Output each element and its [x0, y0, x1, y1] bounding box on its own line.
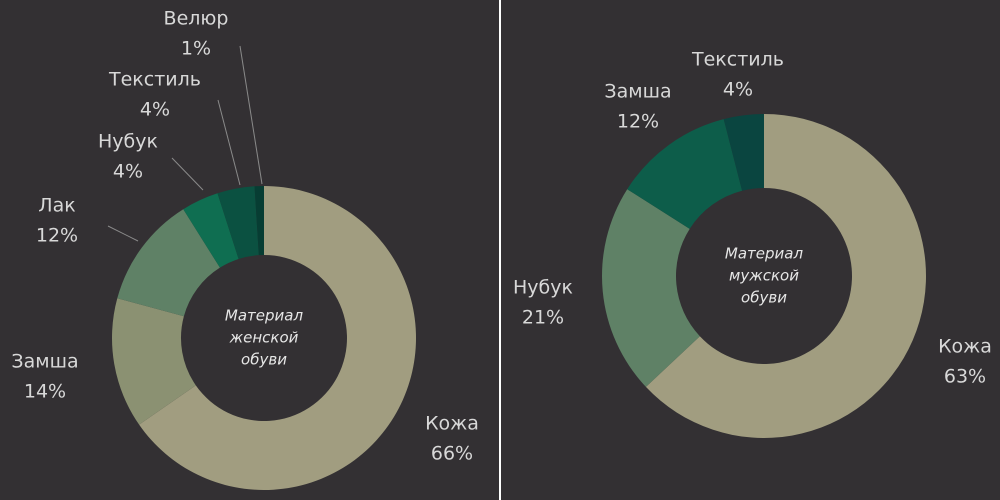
leader-line — [107, 225, 139, 242]
donut-slice — [602, 189, 700, 387]
donut-slice — [723, 114, 764, 191]
center-label: женской — [229, 329, 299, 347]
donut-slice — [645, 114, 926, 438]
slice-value: 1% — [181, 38, 211, 60]
slice-label: Велюр — [164, 8, 229, 30]
leader-line — [217, 99, 241, 186]
slice-label: Лак — [38, 195, 75, 217]
center-label: мужской — [729, 267, 799, 285]
slice-value: 4% — [723, 79, 753, 101]
slice-value: 4% — [113, 161, 143, 183]
slice-value: 14% — [24, 381, 66, 403]
slice-value: 66% — [431, 443, 473, 465]
slice-value: 63% — [944, 366, 986, 388]
donut-slice — [627, 119, 743, 229]
leaders — [107, 45, 263, 242]
donut-slice — [217, 186, 259, 259]
donut-slice — [117, 209, 220, 317]
slice-label: Нубук — [513, 277, 573, 299]
slice-label: Нубук — [98, 131, 158, 153]
center-label: обуви — [741, 289, 787, 307]
slice-value: 4% — [140, 99, 170, 121]
leader-line — [239, 45, 263, 185]
donut-slice — [254, 186, 264, 256]
slice-value: 12% — [36, 225, 78, 247]
slice-label: Текстиль — [691, 49, 784, 71]
slice-value: 21% — [522, 307, 564, 329]
leader-line — [171, 157, 204, 191]
donut-slice — [183, 193, 239, 268]
center-label: Материал — [725, 245, 804, 263]
slice-label: Замша — [11, 351, 78, 373]
donut-slice — [111, 298, 196, 425]
slice-label: Текстиль — [108, 69, 201, 91]
center-label: Материал — [225, 307, 304, 325]
center-label: обуви — [241, 351, 287, 369]
donut-slice — [139, 186, 417, 491]
slice-value: 12% — [617, 111, 659, 133]
slice-label: Кожа — [425, 413, 479, 435]
slice-label: Замша — [604, 81, 671, 103]
slice-label: Кожа — [938, 336, 992, 358]
